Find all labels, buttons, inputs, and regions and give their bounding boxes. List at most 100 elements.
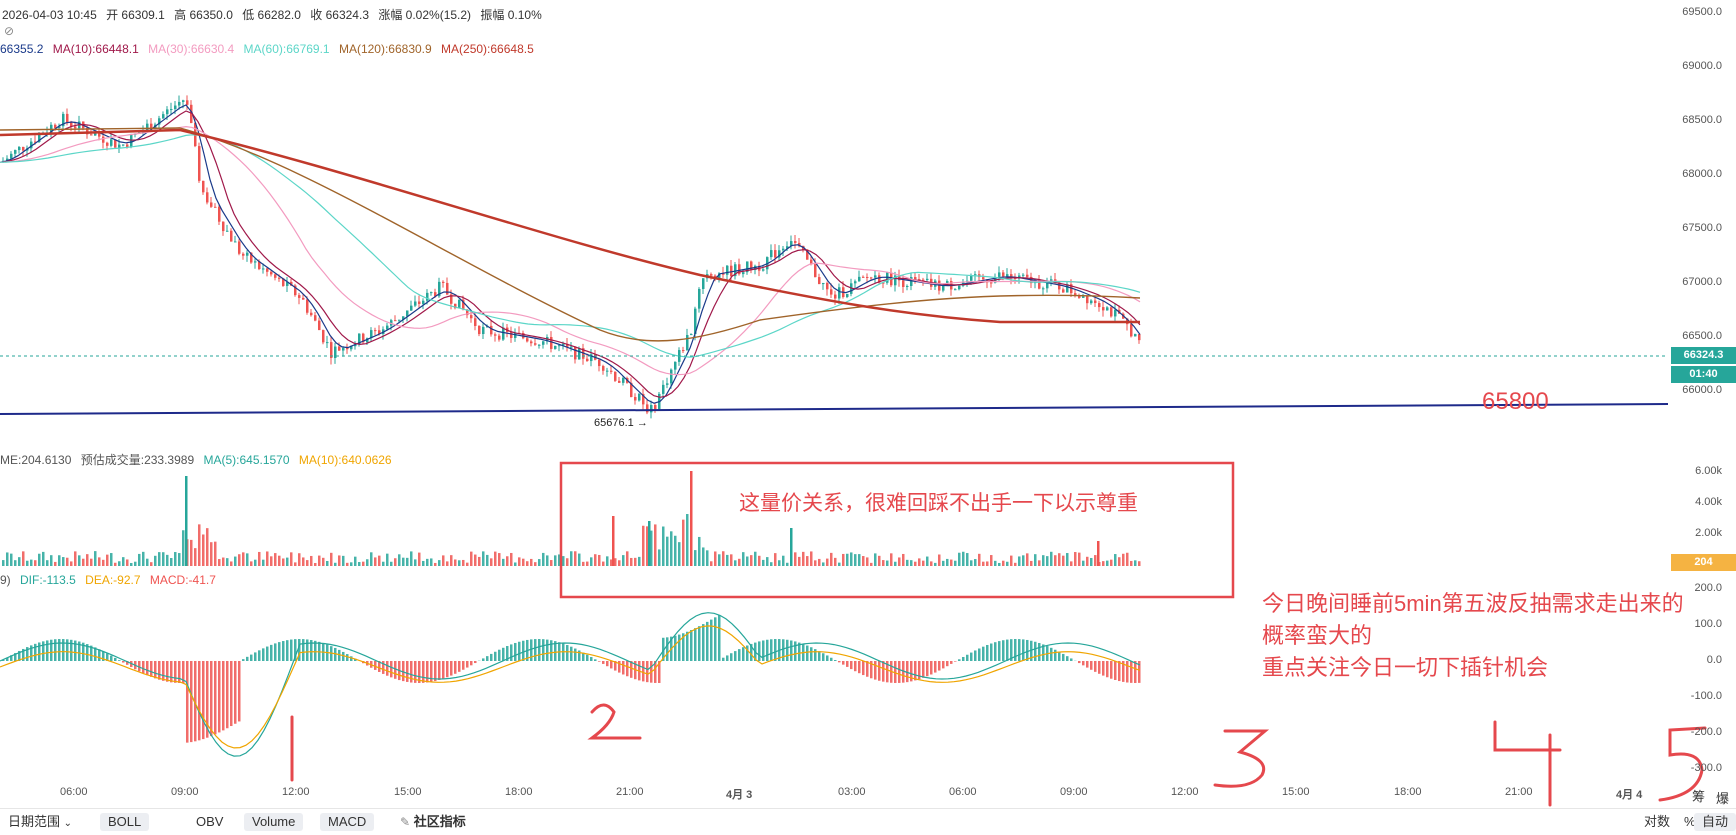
ma60-line	[0, 134, 1141, 358]
time-tick: 21:00	[616, 786, 644, 798]
time-tick: 4月 4	[1616, 789, 1643, 801]
volume-note-box	[559, 461, 1235, 599]
macd-params: 9)	[0, 573, 11, 587]
time-tick: 09:00	[171, 786, 199, 798]
ohlc-info-bar: 2026-04-03 10:45 开 66309.1 高 66350.0 低 6…	[2, 6, 548, 23]
price-tick: 67000.0	[1682, 276, 1722, 288]
community-indicators-button[interactable]: ✎ 社区指标	[392, 813, 474, 831]
auto-scale-toggle[interactable]: 自动	[1694, 813, 1736, 831]
macd-histogram	[2, 615, 1141, 743]
candlesticks	[2, 95, 1141, 419]
chip-button[interactable]: 筹	[1692, 789, 1706, 804]
bar-open: 开 66309.1	[106, 8, 165, 22]
ma120-line	[0, 127, 1141, 342]
macd-tick: 100.0	[1694, 618, 1722, 630]
bar-datetime: 2026-04-03 10:45	[2, 8, 97, 22]
bar-high: 高 66350.0	[174, 8, 233, 22]
bottom-toolbar: 日期范围 ⌄ BOLL OBV Volume MACD ✎ 社区指标 对数 % …	[0, 808, 1736, 835]
chevron-down-icon: ⌄	[63, 818, 73, 829]
price-tick: 69500.0	[1682, 6, 1722, 18]
bar-close: 收 66324.3	[310, 8, 369, 22]
time-tick: 21:00	[1505, 786, 1533, 798]
ma5-line	[0, 104, 1141, 404]
macd-tick: -100.0	[1690, 690, 1722, 702]
main-note: 今日晚间睡前5min第五波反抽需求走出来的 概率蛮大的 重点关注今日一切下插针机…	[1262, 588, 1684, 684]
burst-button[interactable]: 爆	[1716, 791, 1730, 806]
time-tick: 15:00	[1282, 786, 1310, 798]
low-price-value: 65676.1	[594, 417, 634, 429]
time-tick: 06:00	[60, 786, 88, 798]
candle-countdown: 01:40	[1671, 366, 1736, 383]
macd-indicator-button[interactable]: MACD	[320, 813, 375, 831]
ma250-value: MA(250):66648.5	[441, 42, 534, 56]
low-price-marker: 65676.1 →	[594, 417, 648, 429]
macd-tick: 0.0	[1706, 654, 1722, 666]
macd-dif: DIF:-113.5	[20, 573, 76, 587]
ma10-value: MA(10):66448.1	[52, 42, 139, 56]
time-tick: 09:00	[1060, 786, 1088, 798]
time-tick: 18:00	[505, 786, 533, 798]
dif-line	[0, 612, 1141, 757]
support-line	[0, 403, 1669, 415]
macd-tick: -300.0	[1690, 762, 1722, 774]
macd-tick: -200.0	[1690, 726, 1722, 738]
volume-ma10: MA(10):640.0626	[298, 453, 392, 467]
time-tick: 03:00	[838, 786, 866, 798]
ma60-value: MA(60):66769.1	[243, 42, 330, 56]
price-tick: 67500.0	[1682, 222, 1722, 234]
bar-low: 低 66282.0	[242, 8, 301, 22]
obv-indicator-button[interactable]: OBV	[196, 814, 224, 829]
ma250-line	[0, 128, 1140, 324]
volume-tick: 4.00k	[1695, 496, 1722, 508]
last-price-tag: 66324.3	[1671, 347, 1736, 364]
main-note-line: 重点关注今日一切下插针机会	[1262, 655, 1549, 680]
wave-5-mark	[1658, 726, 1707, 802]
ma120-value: MA(120):66830.9	[338, 42, 432, 56]
macd-value: MACD:-41.7	[149, 573, 216, 587]
volume-tick: 6.00k	[1695, 465, 1722, 477]
macd-tick: 200.0	[1694, 582, 1722, 594]
price-tick: 68500.0	[1682, 114, 1722, 126]
community-indicators-label: 社区指标	[413, 814, 466, 829]
volume-note: 这量价关系，很难回踩不出手一下以示尊重	[739, 492, 1138, 515]
wave-4-mark	[1493, 720, 1562, 807]
bar-change: 涨幅 0.02%(15.2)	[378, 8, 472, 22]
time-tick: 06:00	[949, 786, 977, 798]
time-tick: 12:00	[282, 786, 310, 798]
ma10-line	[0, 110, 1141, 398]
ma5-value: 66355.2	[0, 42, 44, 56]
volume-ma5: MA(5):645.1570	[203, 453, 290, 467]
volume-histogram	[2, 471, 1141, 566]
wave-3-mark	[1213, 729, 1270, 788]
macd-info-bar: 9) DIF:-113.5 DEA:-92.7 MACD:-41.7	[0, 573, 222, 587]
price-tick: 66500.0	[1682, 330, 1722, 342]
support-label: 65800	[1482, 388, 1549, 415]
edit-icon: ✎	[400, 815, 411, 829]
wave-2-mark	[587, 703, 642, 740]
dea-line	[0, 625, 1141, 749]
main-note-line: 今日晚间睡前5min第五波反抽需求走出来的	[1262, 591, 1684, 616]
ma-info-bar: 66355.2 MA(10):66448.1 MA(30):66630.4 MA…	[0, 42, 540, 56]
volume-info-bar: ME:204.6130 预估成交量:233.3989 MA(5):645.157…	[0, 451, 398, 468]
eye-icon[interactable]: ⊘	[4, 24, 15, 38]
volume-tag: 204	[1671, 554, 1736, 571]
time-tick: 12:00	[1171, 786, 1199, 798]
log-scale-toggle[interactable]: 对数	[1644, 814, 1671, 829]
percent-scale-toggle[interactable]: %	[1684, 814, 1696, 829]
volume-value: ME:204.6130	[0, 453, 72, 467]
macd-dea: DEA:-92.7	[85, 573, 141, 587]
price-tick: 68000.0	[1682, 168, 1722, 180]
bar-amplitude: 振幅 0.10%	[480, 8, 542, 22]
boll-indicator-button[interactable]: BOLL	[100, 813, 150, 831]
main-note-line: 概率蛮大的	[1262, 623, 1373, 648]
volume-indicator-button[interactable]: Volume	[244, 813, 304, 831]
ma30-line	[0, 125, 1141, 376]
time-tick: 18:00	[1394, 786, 1422, 798]
date-range-label: 日期范围	[8, 814, 61, 829]
time-tick: 15:00	[394, 786, 422, 798]
date-range-button[interactable]: 日期范围 ⌄	[0, 813, 80, 831]
price-tick: 69000.0	[1682, 60, 1722, 72]
ma30-value: MA(30):66630.4	[148, 42, 235, 56]
price-tick: 66000.0	[1682, 384, 1722, 396]
